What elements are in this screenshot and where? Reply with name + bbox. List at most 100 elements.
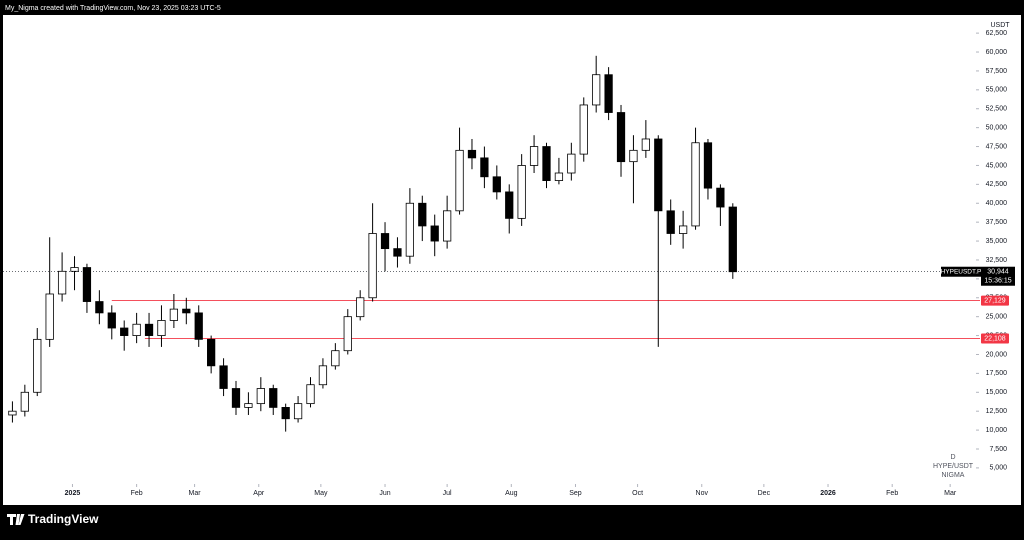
candle-body [629,149,638,163]
candle-body [318,365,328,386]
level-tag [981,333,1009,344]
candle [95,290,104,325]
candle [455,127,464,215]
watermark: HYPE/USDT [933,463,974,470]
y-tick-label: 7,500 [989,446,1007,453]
candle-body [70,267,79,272]
x-tick-label: Jun [379,490,390,497]
candle-body [666,210,675,234]
candle [157,305,166,347]
candle [666,199,675,245]
x-tick-label: Mar [189,490,202,497]
x-tick-label: 2025 [65,490,81,497]
candle-body [231,388,241,408]
candle [256,377,265,412]
y-tick-label: 32,500 [986,257,1008,264]
candle-body [169,308,179,321]
candle-body [592,74,601,106]
candle [20,384,29,417]
candle [418,195,427,242]
candle-body [505,191,514,219]
candle-body [418,202,427,227]
candle-body [517,165,526,219]
x-tick-label: Nov [696,490,709,497]
candle-body [716,187,725,208]
candle-body [567,153,576,174]
candle-body [691,142,700,227]
y-tick-label: 50,000 [986,124,1008,131]
candle-body [455,149,464,212]
candle-body [641,138,650,151]
candle [207,335,216,374]
candle [8,401,17,423]
candle-body [306,384,315,405]
candle-body [45,293,54,340]
candle-body [480,157,489,178]
y-tick-label: 57,500 [986,68,1008,75]
candle [554,157,564,185]
y-tick-label: 20,000 [986,351,1008,358]
candle-body [728,206,737,273]
candle-body [331,350,340,367]
unit: USDT [990,22,1010,29]
candle [368,203,377,302]
candle-body [554,172,564,181]
level-label: 22,108 [984,335,1006,342]
candle [430,214,439,257]
candle [33,328,42,397]
x-tick-label: Sep [569,490,582,497]
y-tick-label: 62,500 [986,30,1008,37]
candle [691,127,700,230]
candle [492,165,501,200]
y-tick-label: 40,000 [986,200,1008,207]
candle-body [703,142,713,189]
candle-body [430,225,439,242]
candle-body [293,403,303,420]
candle-body [393,248,402,257]
candle-body [95,301,104,314]
candle [70,256,79,291]
candle [169,293,179,329]
candle [120,320,129,351]
y-tick-label: 45,000 [986,162,1008,169]
brand-name: TradingView [28,512,99,526]
y-tick-label: 10,000 [986,427,1008,434]
candle-body [182,308,191,314]
candle [579,97,588,162]
candle [380,222,390,272]
countdown: 15:36:15 [984,278,1011,285]
candle-body [244,403,253,408]
y-tick-label: 25,000 [986,314,1008,321]
brand-logo: TradingView [7,512,99,526]
x-tick-label: Feb [131,490,143,497]
candle [592,55,601,113]
candle [480,146,489,189]
candle-body [542,146,551,181]
candle [331,343,340,370]
candle-body [654,138,663,212]
candle [542,142,551,189]
candle-body [20,391,29,412]
candle [443,195,452,249]
candle-body [343,316,352,352]
candle [219,358,228,397]
y-tick-label: 12,500 [986,408,1008,415]
candle-body [269,388,278,408]
x-tick-label: Dec [758,490,771,497]
candle [517,154,526,226]
candle [604,67,613,121]
x-tick-label: Apr [253,490,265,497]
candle-body [492,176,501,193]
candle [641,120,650,158]
candle-body [356,297,365,318]
candle [356,290,365,321]
candle [716,184,725,226]
candle-body [405,202,414,257]
candle [194,305,203,347]
candle [393,237,402,268]
candle-body [207,338,216,367]
symbol-tag [941,266,981,277]
candle-body [678,225,688,234]
candle [269,384,278,415]
